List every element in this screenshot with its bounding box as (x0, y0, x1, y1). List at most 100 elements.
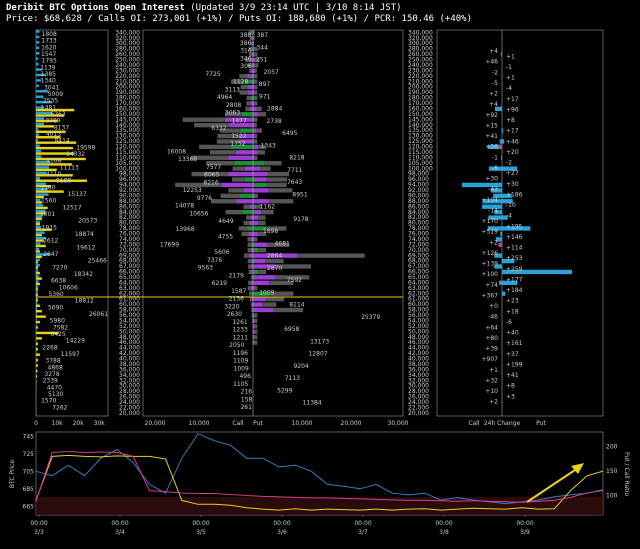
strike-label: 135,000 (115, 127, 140, 134)
call-oi-bar (221, 182, 253, 188)
put-oi-gray (254, 117, 258, 122)
call-oi-gray (228, 188, 244, 193)
left-value-label: 1139 (40, 64, 55, 71)
history-y-right-tick: 200 (606, 444, 618, 451)
strike-label-right: 58,000 (408, 307, 429, 314)
put-bar-left (36, 261, 38, 264)
trend-arrow-head (571, 463, 584, 474)
put-oi-bar (253, 30, 254, 35)
put-oi-gray (258, 231, 267, 237)
call-bar-left (36, 247, 40, 251)
change-label: +253 (506, 255, 523, 262)
center-right-label: 1009 (259, 289, 274, 296)
strike-label: 160,000 (115, 105, 140, 112)
put-oi-gray (268, 188, 293, 193)
history-x-tick-date: 3/6 (277, 529, 287, 536)
put-oi-bar (253, 269, 259, 275)
put-oi-bar (253, 90, 255, 95)
center-left-label: 388 (240, 32, 252, 39)
strike-label: 65,000 (119, 274, 140, 281)
series-line-put-call-ratio (35, 454, 604, 511)
strike-label-right: 56,000 (408, 312, 429, 319)
center-left-label: 6219 (212, 280, 227, 287)
put-bar-left (36, 152, 75, 155)
call-oi-gray (247, 286, 251, 291)
call-change-bar (494, 106, 502, 112)
strike-label: 220,000 (115, 73, 140, 80)
strike-label: 66,000 (119, 269, 140, 276)
call-oi-bar (251, 35, 253, 41)
put-change-bar (502, 139, 505, 144)
center-right-label: 13173 (310, 338, 329, 345)
strike-label-right: 250,000 (408, 57, 433, 64)
strike-label-right: 115,000 (408, 149, 433, 156)
change-label: +80 (485, 335, 498, 342)
put-bar-left (36, 353, 40, 356)
strike-label-right: 72,000 (408, 241, 429, 248)
put-bar-left (36, 293, 38, 297)
center-left-label: 316 (240, 48, 252, 55)
center-right-label: 8951 (292, 191, 307, 198)
strike-label-right: 44,000 (408, 345, 429, 352)
call-bar-left (36, 41, 40, 44)
history-x-tick-time: 00:00 (111, 520, 128, 527)
put-oi-bar (253, 139, 255, 144)
put-oi-bar (253, 161, 265, 166)
put-bar-left (36, 255, 42, 259)
strike-label-right: 90,000 (408, 192, 429, 199)
call-oi-bar (252, 275, 253, 280)
center-left-label: 4755 (218, 234, 233, 241)
put-oi-gray (269, 291, 294, 296)
call-bar-left (36, 155, 42, 158)
put-oi-gray (256, 106, 262, 112)
put-change-bar (502, 280, 518, 285)
center-left-label: 13968 (176, 226, 195, 233)
strike-label: 64,000 (119, 279, 140, 286)
strike-label-right: 20,000 (408, 410, 429, 417)
call-change-bar (494, 264, 502, 269)
left-x-tick: 10k (52, 420, 64, 427)
strike-label: 56,000 (119, 312, 140, 319)
put-bar-left (36, 136, 61, 139)
left-value-label: 8137 (54, 124, 69, 131)
put-bar-left (36, 223, 40, 226)
put-oi-bar (253, 74, 255, 79)
left-value-label: 4110 (46, 171, 61, 178)
strike-label: 70,000 (119, 247, 140, 254)
put-oi-bar (253, 101, 255, 106)
strike-label-right: 210,000 (408, 78, 433, 85)
strike-label: 36,000 (119, 366, 140, 373)
call-bar-left (36, 62, 39, 66)
call-bar-left (36, 133, 40, 137)
center-right-label: 7643 (287, 179, 302, 186)
put-bar-left (36, 130, 66, 134)
put-oi-gray (254, 52, 258, 57)
strike-label-right: 70,000 (408, 247, 429, 254)
change-label: -43 (488, 186, 498, 193)
strike-label-right: 28,000 (408, 388, 429, 395)
put-bar-left (36, 157, 86, 161)
call-oi-gray (247, 237, 251, 242)
strike-label-right: 62,000 (408, 290, 429, 297)
call-change-bar (500, 231, 502, 237)
strike-label-right: 280,000 (408, 46, 433, 53)
call-oi-bar (228, 155, 253, 160)
call-oi-bar (251, 269, 253, 275)
call-oi-gray (225, 112, 242, 117)
put-oi-bar (253, 133, 255, 139)
left-value-label: 10606 (59, 284, 78, 291)
call-oi-gray (250, 302, 253, 307)
call-oi-gray (246, 101, 251, 106)
put-bar-left (36, 282, 40, 286)
put-oi-bar (253, 171, 268, 177)
center-right-label: 4681 (275, 240, 290, 247)
strike-label: 74,000 (119, 236, 140, 243)
call-bar-left (36, 291, 38, 294)
put-bar-left (36, 309, 42, 313)
left-value-label: 18874 (75, 231, 94, 238)
strike-label: 96,000 (119, 176, 140, 183)
put-oi-bar (253, 63, 256, 68)
change-label: +10 (485, 388, 498, 395)
call-oi-gray (206, 161, 235, 166)
strike-label: 130,000 (115, 133, 140, 140)
